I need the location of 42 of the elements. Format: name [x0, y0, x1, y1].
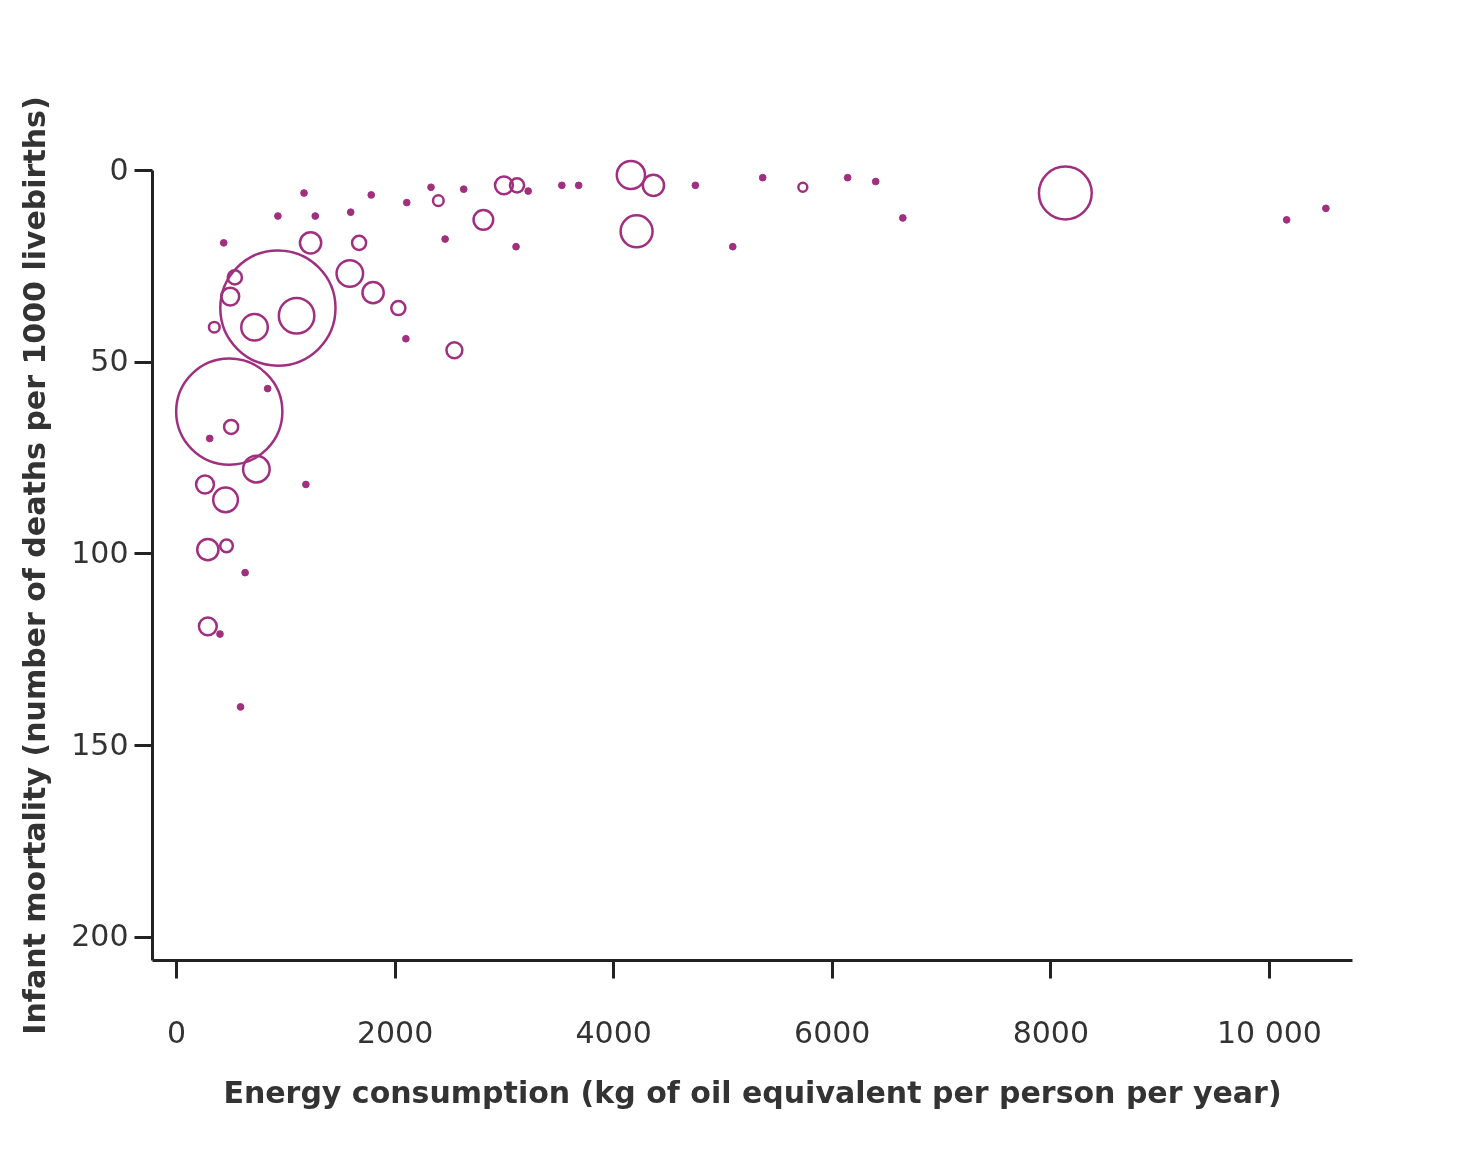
- x-tick-label: 6000: [794, 1014, 871, 1050]
- point: [367, 191, 376, 199]
- point: [728, 242, 737, 251]
- y-tick-label: 100: [71, 535, 129, 570]
- point: [524, 187, 533, 195]
- x-tick-label: 8000: [1012, 1014, 1090, 1050]
- point: [346, 208, 355, 217]
- point: [557, 181, 566, 190]
- y-tick-label: 50: [90, 343, 129, 379]
- y-tick-label: 200: [71, 918, 129, 954]
- point: [427, 183, 435, 192]
- point: [1282, 216, 1291, 224]
- point: [512, 242, 520, 251]
- x-axis-title: Energy consumption (kg of oil equivalent per person per year): [223, 1074, 1282, 1110]
- point: [843, 173, 852, 182]
- point: [441, 235, 449, 243]
- point: [311, 212, 320, 220]
- point: [302, 480, 310, 489]
- point: [205, 434, 214, 443]
- point: [402, 198, 411, 207]
- point: [219, 239, 228, 247]
- point: [691, 181, 700, 190]
- point: [574, 181, 583, 190]
- point: [871, 177, 880, 186]
- y-tick-label: 150: [71, 726, 129, 762]
- x-tick-label: 2000: [356, 1014, 434, 1050]
- point: [898, 214, 907, 222]
- point: [300, 189, 308, 197]
- point: [216, 630, 224, 638]
- point: [1322, 204, 1330, 213]
- point: [241, 568, 249, 577]
- x-tick-label: 0: [167, 1014, 187, 1050]
- point: [459, 185, 468, 194]
- x-tick-label: 10 000: [1216, 1014, 1322, 1050]
- point: [236, 703, 245, 711]
- point: [274, 212, 282, 220]
- y-axis-title: Infant mortality (number of deaths per 1000 livebirths): [17, 96, 53, 1035]
- point: [263, 384, 272, 393]
- point: [402, 334, 410, 343]
- y-tick-label: 0: [109, 151, 129, 187]
- x-tick-label: 4000: [575, 1014, 652, 1050]
- point: [758, 173, 767, 182]
